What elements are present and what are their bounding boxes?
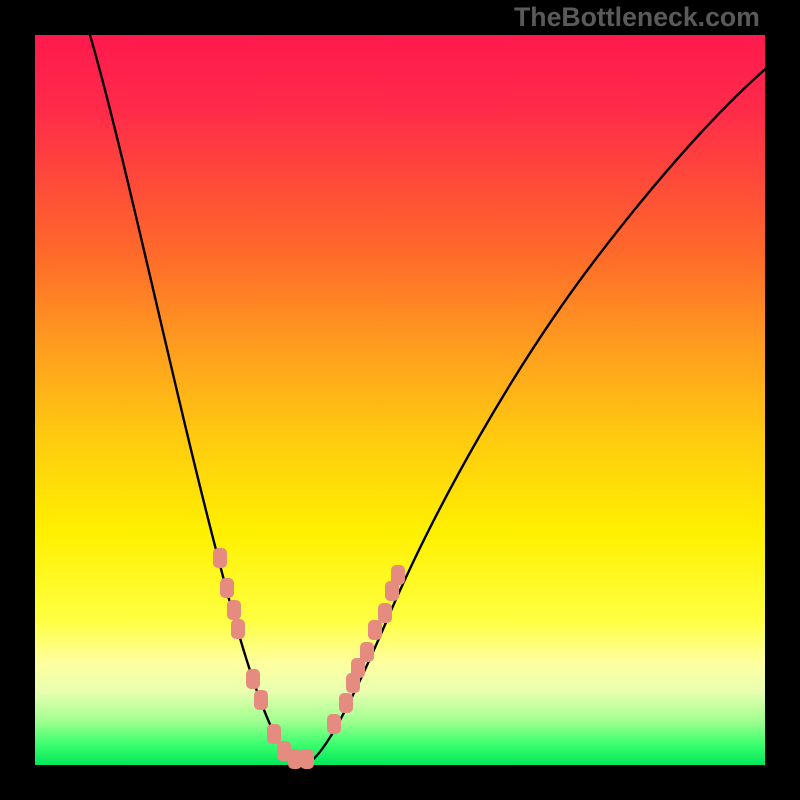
data-marker [220,578,234,598]
chart-root: TheBottleneck.com [0,0,800,800]
data-marker [254,690,268,710]
data-marker [231,619,245,639]
plot-area [35,35,765,765]
data-marker [213,548,227,568]
data-marker [300,749,314,769]
data-marker [327,714,341,734]
data-marker [391,565,405,585]
data-marker [227,600,241,620]
data-marker [378,603,392,623]
data-marker [368,620,382,640]
data-marker [246,669,260,689]
watermark-text: TheBottleneck.com [514,2,760,33]
data-marker [360,642,374,662]
data-marker [339,693,353,713]
markers-layer [35,35,765,765]
